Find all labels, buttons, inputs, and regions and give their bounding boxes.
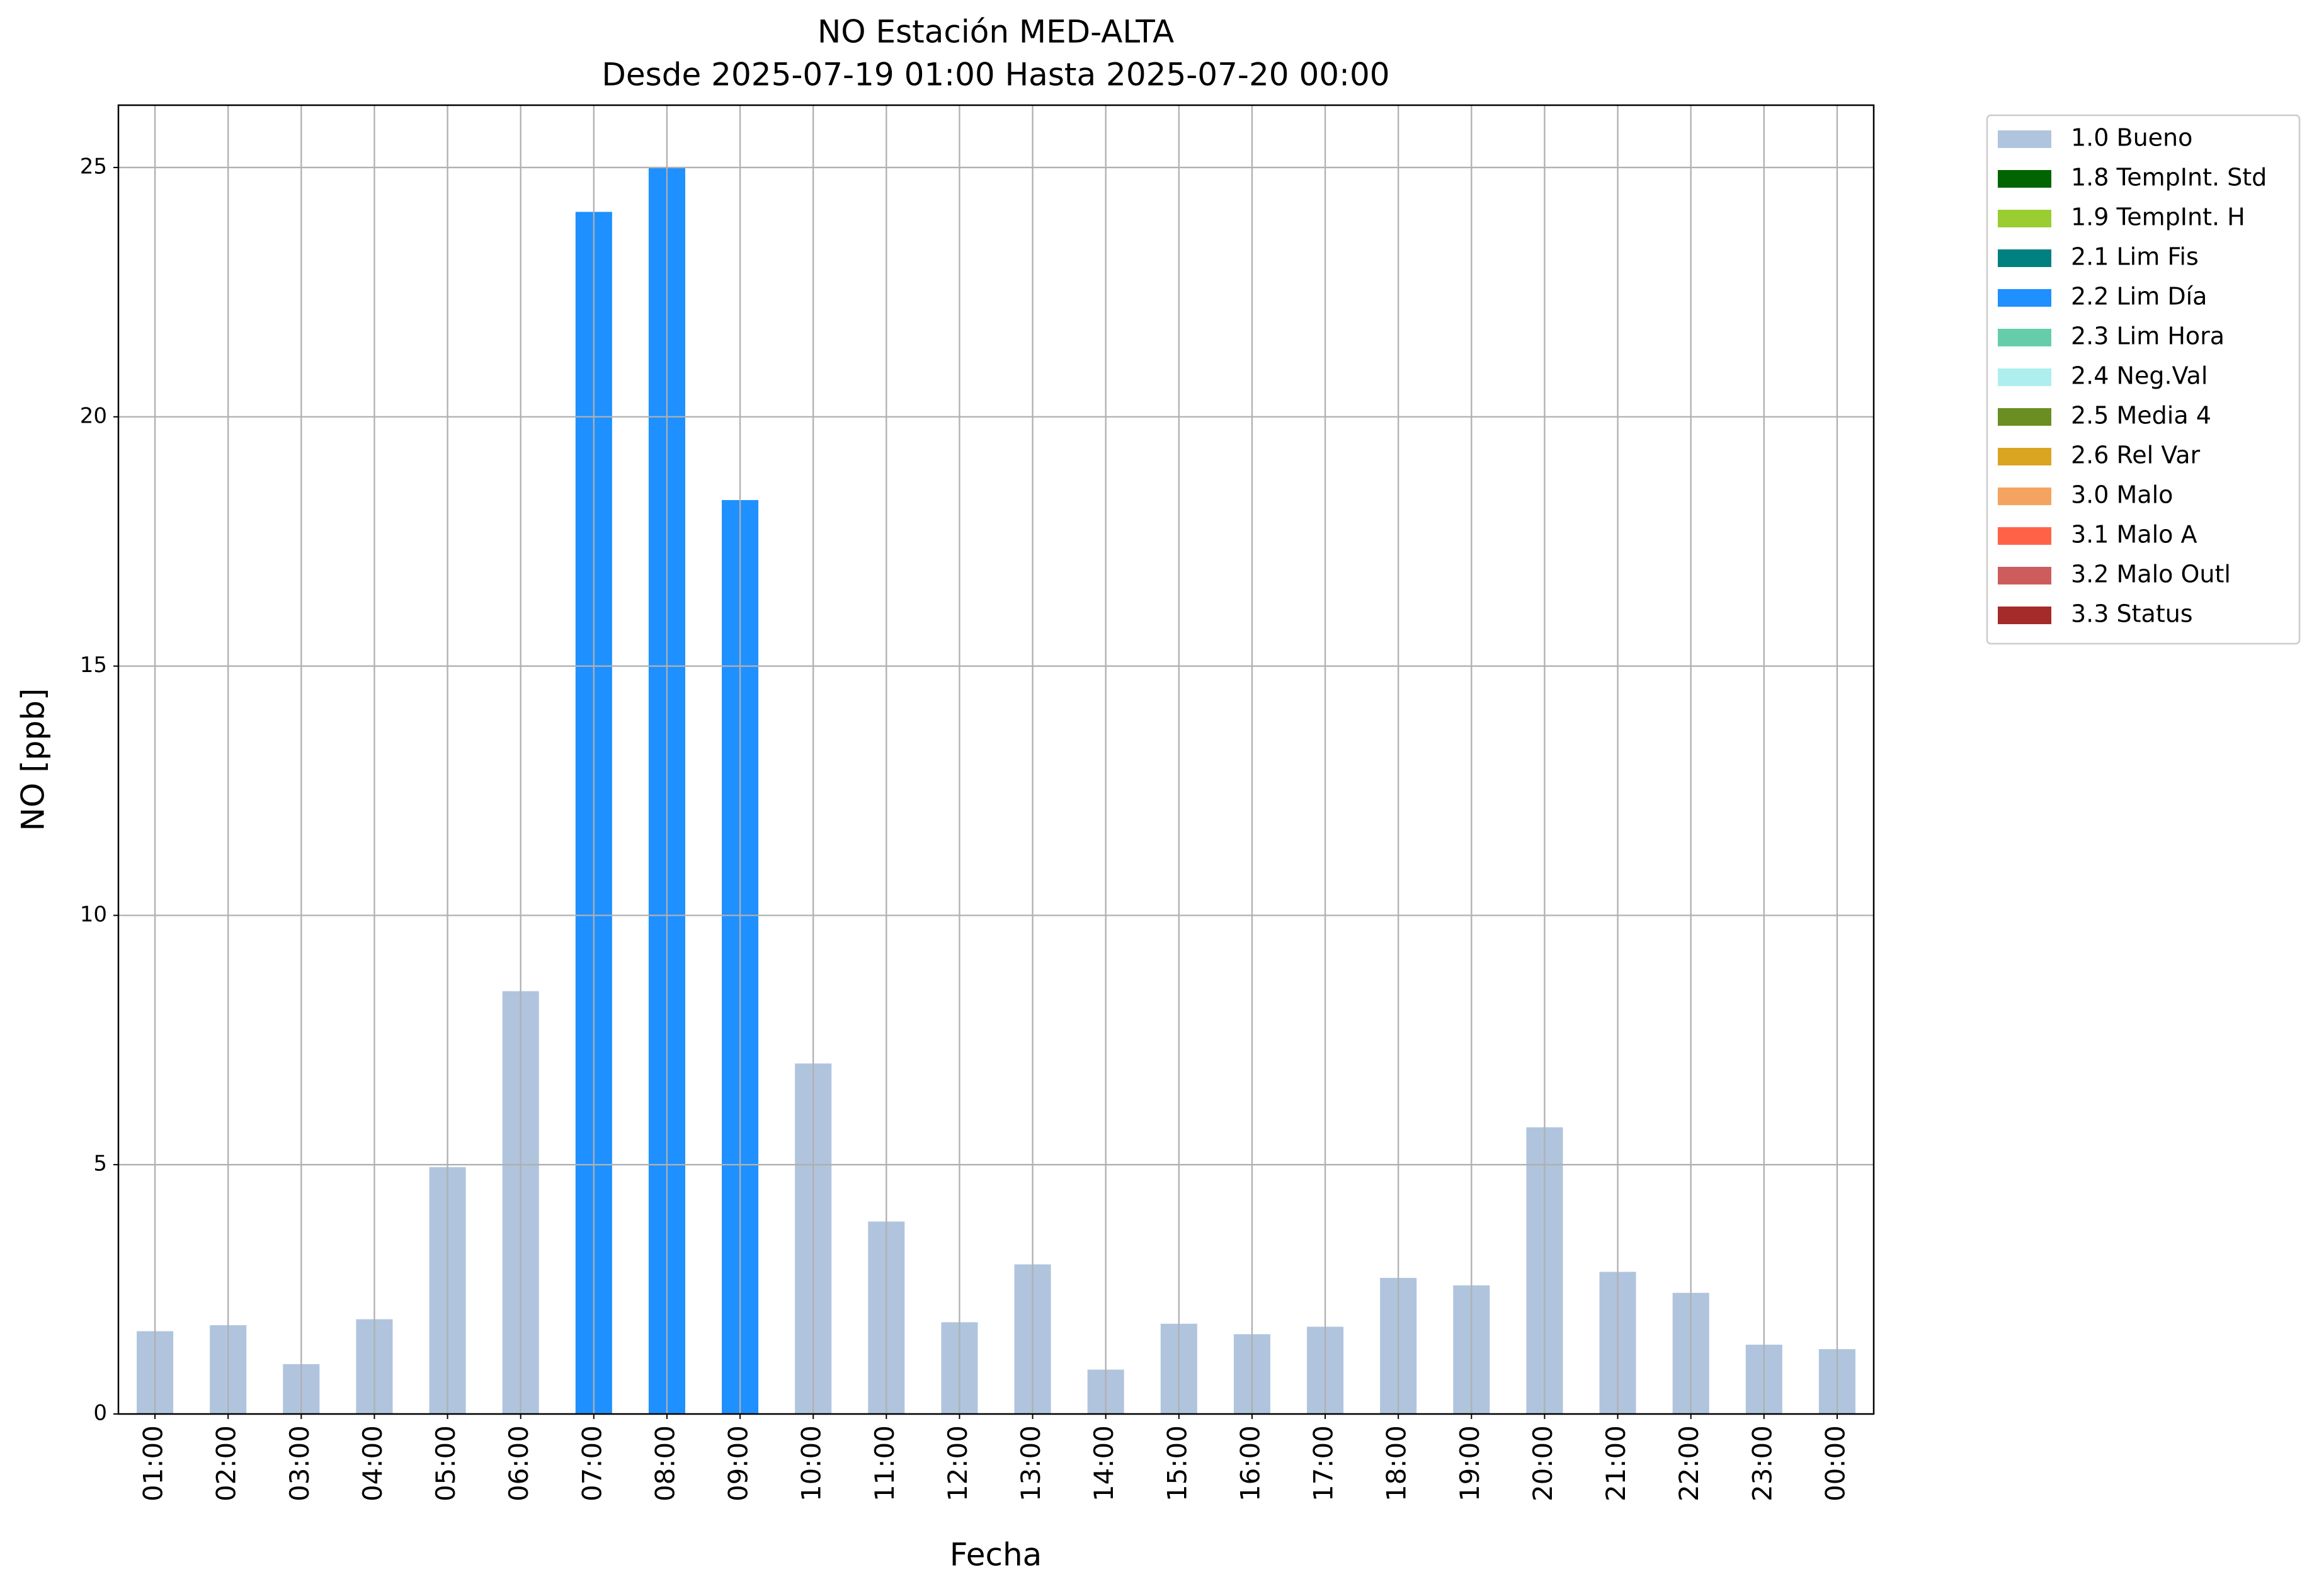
y-axis-label: NO [ppb] (15, 688, 52, 831)
legend-label: 3.2 Malo Outl (2071, 561, 2231, 588)
legend-label: 3.1 Malo A (2071, 521, 2197, 549)
x-tick-label: 17:00 (1308, 1425, 1339, 1502)
chart-title: NO Estación MED-ALTA (818, 14, 1174, 50)
legend-swatch (1998, 408, 2051, 426)
legend-label: 2.3 Lim Hora (2071, 322, 2225, 350)
legend-swatch (1998, 130, 2051, 148)
y-tick-label: 10 (80, 902, 107, 927)
x-tick-label: 18:00 (1381, 1425, 1412, 1502)
x-tick-label: 12:00 (942, 1425, 973, 1502)
legend-box (1986, 114, 2301, 645)
legend-swatch (1998, 487, 2051, 505)
legend-label: 1.0 Bueno (2071, 124, 2192, 152)
x-tick-label: 00:00 (1820, 1425, 1850, 1502)
legend-swatch (1998, 289, 2051, 307)
x-tick-label: 03:00 (284, 1425, 315, 1502)
legend-label: 1.8 TempInt. Std (2071, 164, 2267, 191)
x-tick-label: 13:00 (1015, 1425, 1046, 1502)
x-tick-label: 09:00 (723, 1425, 754, 1502)
y-tick-label: 5 (93, 1151, 107, 1177)
legend-label: 2.6 Rel Var (2071, 442, 2201, 469)
x-tick-label: 01:00 (138, 1425, 169, 1502)
x-tick-label: 21:00 (1600, 1425, 1631, 1502)
legend-swatch (1998, 527, 2051, 545)
legend-label: 3.0 Malo (2071, 481, 2173, 509)
legend-swatch (1998, 448, 2051, 465)
x-tick-label: 07:00 (576, 1425, 607, 1502)
x-tick-label: 15:00 (1161, 1425, 1192, 1502)
x-tick-label: 06:00 (503, 1425, 534, 1502)
legend-label: 3.3 Status (2071, 600, 2193, 628)
x-tick-label: 08:00 (649, 1425, 680, 1502)
legend-swatch (1998, 329, 2051, 346)
legend-swatch (1998, 567, 2051, 584)
legend-swatch (1998, 170, 2051, 188)
x-tick-label: 22:00 (1673, 1425, 1704, 1502)
y-tick-label: 15 (80, 653, 107, 678)
x-tick-label: 02:00 (211, 1425, 242, 1502)
legend-swatch (1998, 368, 2051, 386)
x-tick-label: 20:00 (1527, 1425, 1558, 1502)
legend-label: 2.2 Lim Día (2071, 283, 2207, 311)
y-tick-label: 25 (80, 154, 107, 179)
legend-swatch (1998, 607, 2051, 624)
plot-frame (117, 104, 1875, 1415)
x-tick-label: 05:00 (430, 1425, 461, 1502)
x-tick-label: 19:00 (1454, 1425, 1485, 1502)
x-tick-label: 04:00 (357, 1425, 388, 1502)
legend-label: 2.5 Media 4 (2071, 402, 2211, 430)
x-tick-label: 23:00 (1746, 1425, 1777, 1502)
x-tick-label: 14:00 (1088, 1425, 1119, 1502)
x-tick-label: 11:00 (869, 1425, 900, 1502)
x-tick-label: 10:00 (796, 1425, 827, 1502)
chart-subtitle: Desde 2025-07-19 01:00 Hasta 2025-07-20 … (601, 57, 1389, 93)
legend-label: 1.9 TempInt. H (2071, 203, 2245, 231)
legend-label: 2.4 Neg.Val (2071, 362, 2208, 390)
legend-swatch (1998, 210, 2051, 227)
legend-swatch (1998, 249, 2051, 267)
x-axis-label: Fecha (950, 1537, 1042, 1573)
y-tick-label: 20 (80, 403, 107, 428)
y-tick-label: 0 (93, 1401, 107, 1426)
x-tick-label: 16:00 (1234, 1425, 1265, 1502)
legend-label: 2.1 Lim Fis (2071, 243, 2199, 271)
